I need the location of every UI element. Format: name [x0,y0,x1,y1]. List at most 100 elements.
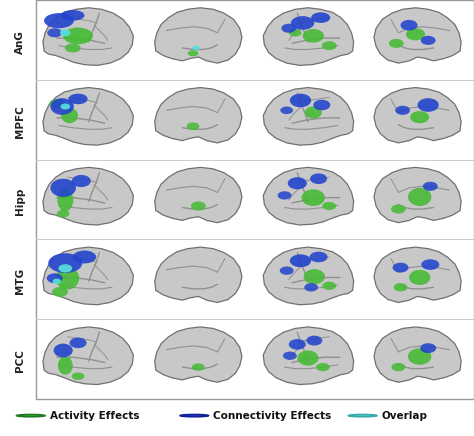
Text: PCC: PCC [15,350,25,372]
Ellipse shape [54,344,73,357]
Polygon shape [155,88,242,143]
Ellipse shape [421,36,436,45]
Ellipse shape [192,46,200,50]
Ellipse shape [288,177,307,189]
Ellipse shape [61,10,84,20]
Ellipse shape [322,202,336,210]
Ellipse shape [61,103,70,109]
Ellipse shape [61,108,78,123]
Ellipse shape [63,27,93,44]
Polygon shape [263,167,354,225]
Text: Activity Effects: Activity Effects [50,411,139,421]
Ellipse shape [392,262,409,272]
Ellipse shape [283,351,297,360]
Ellipse shape [310,252,328,262]
Ellipse shape [395,106,410,115]
Ellipse shape [50,98,74,115]
Ellipse shape [70,337,87,348]
Ellipse shape [310,174,327,184]
Ellipse shape [322,41,337,50]
Ellipse shape [73,251,96,263]
Ellipse shape [58,264,72,272]
Ellipse shape [304,283,318,292]
Ellipse shape [69,94,88,104]
Polygon shape [43,327,133,385]
Circle shape [17,415,45,417]
Ellipse shape [47,273,63,283]
Text: Overlap: Overlap [382,411,428,421]
Ellipse shape [392,363,405,371]
Text: MPFC: MPFC [15,106,25,138]
Ellipse shape [53,279,61,284]
Ellipse shape [313,100,330,110]
Circle shape [348,415,377,417]
Ellipse shape [391,204,406,214]
Ellipse shape [60,29,71,36]
Ellipse shape [191,201,206,211]
Ellipse shape [301,189,325,206]
Ellipse shape [408,188,431,206]
Text: Connectivity Effects: Connectivity Effects [213,411,331,421]
Ellipse shape [52,287,68,297]
Ellipse shape [280,266,293,275]
Circle shape [180,415,209,417]
Ellipse shape [57,189,73,211]
Polygon shape [263,8,354,65]
Polygon shape [374,247,461,303]
Ellipse shape [65,44,81,52]
Ellipse shape [418,98,439,112]
Ellipse shape [322,282,336,290]
Text: AnG: AnG [15,30,25,54]
Polygon shape [374,327,461,382]
Ellipse shape [316,363,330,371]
Ellipse shape [289,29,301,37]
Ellipse shape [58,357,73,375]
Ellipse shape [187,123,200,130]
Ellipse shape [188,50,198,56]
Ellipse shape [306,336,322,345]
Polygon shape [43,247,133,305]
Ellipse shape [289,339,306,350]
Ellipse shape [304,269,325,284]
Ellipse shape [280,106,293,114]
Ellipse shape [297,351,319,366]
Polygon shape [155,327,242,382]
Ellipse shape [406,28,425,41]
Ellipse shape [421,259,439,270]
Ellipse shape [311,12,330,23]
Polygon shape [263,327,354,385]
Ellipse shape [56,267,79,290]
Ellipse shape [47,28,62,37]
Ellipse shape [420,343,436,353]
Ellipse shape [48,253,82,273]
Text: MTG: MTG [15,268,25,294]
Ellipse shape [291,16,314,30]
Ellipse shape [290,254,311,267]
Polygon shape [374,88,461,143]
Ellipse shape [302,29,324,43]
Ellipse shape [408,348,431,365]
Text: Hipp: Hipp [15,188,25,215]
Ellipse shape [393,283,408,292]
Polygon shape [374,167,461,223]
Ellipse shape [409,270,430,285]
Ellipse shape [72,372,84,380]
Polygon shape [155,167,242,223]
Polygon shape [263,88,354,145]
Ellipse shape [57,210,70,218]
Ellipse shape [401,20,418,31]
Polygon shape [43,88,133,145]
Ellipse shape [305,106,322,119]
Polygon shape [155,247,242,303]
Ellipse shape [72,175,91,187]
Ellipse shape [50,179,76,197]
Ellipse shape [49,99,64,108]
Ellipse shape [389,39,404,48]
Ellipse shape [282,24,296,33]
Polygon shape [263,247,354,305]
Ellipse shape [44,13,74,28]
Ellipse shape [290,94,311,107]
Ellipse shape [192,363,205,371]
Polygon shape [374,8,461,63]
Polygon shape [43,167,133,225]
